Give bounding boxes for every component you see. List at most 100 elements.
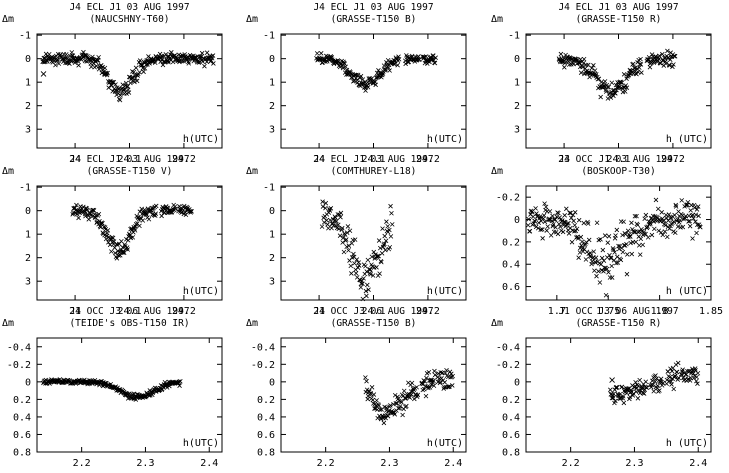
- data-point: [121, 250, 127, 256]
- data-point: [403, 61, 408, 67]
- data-point: [643, 379, 649, 385]
- data-point: [598, 94, 603, 100]
- data-point: [41, 59, 47, 65]
- data-point: [368, 267, 373, 272]
- data-point: [387, 68, 392, 73]
- data-point: [658, 230, 664, 235]
- data-point: [694, 207, 700, 212]
- x-tick-label: 2.4: [689, 458, 707, 469]
- y-tick-label: -0.4: [7, 342, 31, 353]
- data-point: [356, 263, 362, 268]
- data-point: [209, 55, 215, 61]
- data-point: [669, 368, 675, 374]
- data-point: [641, 391, 647, 396]
- data-point: [632, 213, 638, 219]
- data-point: [671, 386, 677, 392]
- data-point: [146, 216, 152, 222]
- data-point: [384, 219, 389, 224]
- y-tick-label: -1: [508, 31, 520, 42]
- data-point: [336, 226, 342, 232]
- data-point: [695, 222, 700, 228]
- data-point: [561, 219, 567, 225]
- data-point: [564, 206, 569, 212]
- data-point: [414, 384, 419, 390]
- data-point: [432, 368, 437, 374]
- data-point: [409, 392, 414, 397]
- data-point: [137, 223, 142, 229]
- data-point: [71, 206, 76, 211]
- data-point: [108, 381, 113, 387]
- data-point: [187, 208, 193, 214]
- data-point: [140, 218, 146, 223]
- data-point: [324, 218, 329, 223]
- plot-frame: [280, 33, 467, 149]
- data-point: [342, 61, 347, 67]
- data-point: [549, 218, 555, 224]
- data-point: [598, 237, 603, 242]
- data-point: [642, 216, 647, 222]
- data-point: [366, 287, 371, 292]
- data-point: [334, 218, 339, 224]
- data-point: [358, 73, 364, 79]
- data-point: [686, 219, 691, 224]
- data-point: [581, 60, 586, 66]
- data-point: [569, 215, 574, 221]
- data-point: [608, 95, 614, 100]
- data-point: [653, 197, 659, 203]
- data-point: [340, 240, 345, 245]
- data-point: [74, 211, 80, 217]
- data-point: [109, 235, 115, 240]
- data-point: [665, 48, 670, 54]
- data-point: [432, 60, 438, 66]
- panel-subtitle: (GRASSE-T150 B): [331, 318, 417, 329]
- data-point: [667, 57, 673, 62]
- x-tick-label: 24: [313, 154, 325, 165]
- data-point: [393, 400, 399, 406]
- data-point: [573, 228, 579, 234]
- data-point: [117, 97, 123, 103]
- data-point: [415, 392, 421, 398]
- y-tick-label: -0.2: [251, 360, 275, 371]
- data-point: [669, 382, 674, 387]
- data-point: [363, 288, 369, 294]
- y-tick-label: 0: [269, 54, 275, 65]
- data-point: [600, 247, 606, 253]
- data-point: [684, 202, 690, 207]
- data-point: [363, 263, 368, 269]
- data-point: [612, 250, 617, 255]
- data-point: [630, 61, 636, 67]
- data-point: [547, 217, 552, 222]
- data-point: [125, 247, 130, 252]
- data-point: [327, 217, 333, 223]
- data-series: [41, 377, 183, 402]
- data-point: [348, 263, 354, 269]
- data-point: [578, 234, 584, 240]
- data-point: [388, 403, 393, 408]
- data-point: [377, 407, 383, 412]
- data-point: [442, 380, 448, 385]
- data-point: [631, 229, 637, 235]
- data-point: [450, 373, 456, 379]
- data-point: [644, 385, 649, 391]
- data-point: [395, 62, 400, 68]
- data-point: [685, 199, 691, 205]
- data-point: [397, 404, 403, 409]
- data-point: [637, 252, 643, 257]
- data-point: [634, 71, 639, 77]
- y-tick-label: 2: [269, 253, 275, 264]
- data-point: [583, 257, 589, 262]
- data-point: [611, 93, 616, 99]
- data-point: [681, 216, 686, 222]
- data-point: [324, 59, 330, 64]
- data-point: [373, 82, 378, 88]
- data-point: [177, 383, 182, 388]
- data-point: [409, 380, 415, 386]
- data-point: [618, 257, 624, 263]
- data-point: [619, 80, 625, 86]
- data-point: [143, 62, 149, 67]
- data-point: [629, 220, 634, 226]
- data-point: [694, 230, 699, 236]
- x-tick-label: 2.2: [73, 458, 91, 469]
- data-point: [601, 83, 607, 89]
